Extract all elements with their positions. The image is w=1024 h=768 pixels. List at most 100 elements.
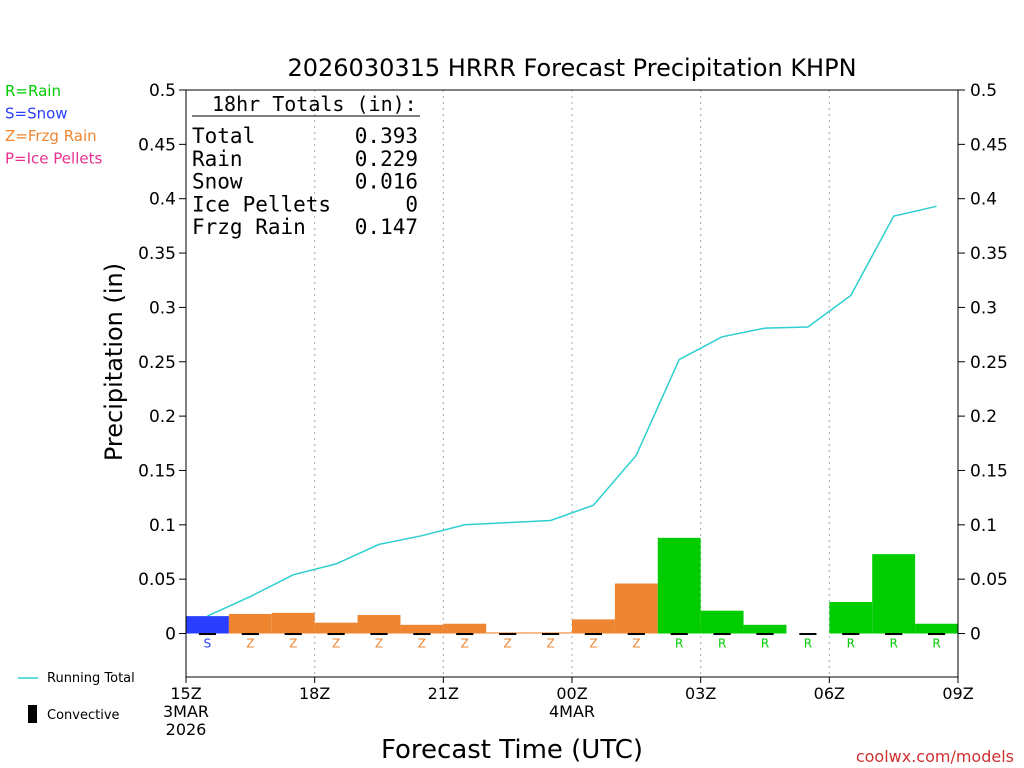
bar-hour-13 — [700, 610, 744, 634]
convective-bar-17 — [885, 633, 903, 636]
y-tick-label-left: 0 — [165, 625, 176, 645]
type-label-15: R — [804, 637, 812, 651]
convective-bar-1 — [198, 633, 217, 636]
bar-hour-5 — [357, 615, 401, 634]
totals-label-total: Total — [192, 124, 255, 148]
totals-box: 18hr Totals (in): Total 0.393 Rain 0.229 Sno… — [192, 92, 420, 239]
y-tick-label-right: 0.05 — [970, 570, 1008, 590]
convective-bar-16 — [842, 633, 860, 636]
totals-label-snow: Snow — [192, 170, 243, 194]
type-legend: R=Rain S=Snow Z=Frzg Rain P=Ice Pellets — [5, 82, 102, 168]
convective-bar-3 — [284, 633, 302, 636]
y-tick-label-left: 0.1 — [149, 516, 176, 536]
type-label-7: Z — [461, 637, 469, 651]
y-tick-label-left: 0.2 — [149, 407, 176, 427]
totals-header: 18hr Totals (in): — [212, 92, 417, 116]
convective-bar-8 — [499, 633, 517, 636]
bottom-legend: Running Total Convective — [18, 671, 135, 723]
running-total-legend-label: Running Total — [47, 671, 135, 686]
totals-label-frzg-rain: Frzg Rain — [192, 215, 306, 239]
type-label-12: R — [675, 637, 683, 651]
type-label-18: R — [932, 637, 940, 651]
totals-value-frzg-rain: 0.147 — [355, 215, 418, 239]
y-tick-label-left: 0.3 — [149, 298, 176, 318]
type-label-4: Z — [332, 637, 340, 651]
y-tick-label-right: 0.1 — [970, 516, 997, 536]
convective-legend-label: Convective — [47, 708, 120, 723]
type-label-8: Z — [504, 637, 512, 651]
chart-title: 2026030315 HRRR Forecast Precipitation K… — [287, 54, 856, 82]
bar-hour-11 — [614, 583, 658, 634]
convective-bar-11 — [627, 633, 645, 636]
type-label-14: R — [761, 637, 769, 651]
y-tick-label-right: 0.2 — [970, 407, 997, 427]
totals-value-snow: 0.016 — [355, 170, 418, 194]
legend-type-z: Z=Frzg Rain — [5, 127, 97, 145]
bar-hour-7 — [443, 623, 487, 634]
bar-hour-9 — [529, 632, 572, 634]
bar-hour-12 — [657, 537, 701, 634]
y-tick-label-left: 0.25 — [138, 353, 176, 373]
bar-hour-16 — [829, 601, 873, 634]
type-label-2: Z — [246, 637, 254, 651]
x-tick-label: 2026 — [166, 720, 207, 739]
totals-value-total: 0.393 — [355, 124, 418, 148]
convective-bar-15 — [799, 633, 817, 636]
totals-value-rain: 0.229 — [355, 147, 418, 171]
x-tick-label: 4MAR — [549, 702, 595, 721]
y-tick-label-right: 0.45 — [970, 135, 1008, 155]
running-total-line-layer — [207, 205, 937, 617]
x-tick-label: 3MAR — [163, 702, 209, 721]
y-tick-label-right: 0.4 — [970, 190, 997, 210]
x-tick-label: 21Z — [428, 684, 459, 703]
bar-hour-8 — [486, 632, 530, 634]
convective-bar-14 — [756, 633, 774, 636]
convective-bar-9 — [541, 633, 560, 636]
y-tick-label-left: 0.45 — [138, 135, 176, 155]
x-tick-label: 03Z — [685, 684, 716, 703]
convective-bar-18 — [927, 633, 946, 636]
y-tick-label-left: 0.15 — [138, 461, 176, 481]
bar-hour-17 — [872, 554, 916, 634]
type-label-5: Z — [375, 637, 383, 651]
y-tick-label-right: 0.35 — [970, 244, 1008, 264]
y-tick-label-left: 0.5 — [149, 81, 176, 101]
axes: 0.5 0.5 0.45 0.45 0.4 0.4 0.35 0.35 0.3 0.3 0.25 0.… — [138, 81, 1008, 739]
y-tick-label-left: 0.05 — [138, 570, 176, 590]
type-label-13: R — [718, 637, 726, 651]
convective-bar-12 — [670, 633, 688, 636]
legend-type-s: S=Snow — [5, 105, 68, 123]
convective-bar-5 — [370, 633, 388, 636]
running-total-line — [207, 205, 937, 617]
y-tick-label-left: 0.35 — [138, 244, 176, 264]
x-tick-label: 00Z — [556, 684, 587, 703]
type-label-9: Z — [546, 637, 554, 651]
bar-hour-1 — [186, 616, 229, 634]
bar-hour-2 — [228, 613, 272, 634]
convective-bar-4 — [327, 633, 345, 636]
bar-hour-18 — [915, 623, 958, 634]
y-axis-label: Precipitation (in) — [100, 263, 128, 461]
legend-type-r: R=Rain — [5, 82, 61, 100]
bar-hour-6 — [400, 624, 444, 634]
x-tick-label: 06Z — [814, 684, 845, 703]
type-label-16: R — [847, 637, 855, 651]
bar-hour-10 — [572, 619, 615, 634]
convective-bar-7 — [456, 633, 474, 636]
totals-value-ice-pellets: 0 — [405, 192, 418, 216]
type-label-11: Z — [632, 637, 640, 651]
convective-bar-13 — [713, 633, 731, 636]
bar-hour-14 — [743, 624, 787, 634]
y-tick-label-right: 0.25 — [970, 353, 1008, 373]
type-label-10: Z — [589, 637, 597, 651]
type-label-1: S — [204, 637, 212, 651]
gridlines — [314, 90, 830, 677]
legend-type-p: P=Ice Pellets — [5, 150, 102, 168]
bar-hour-4 — [314, 622, 358, 634]
totals-label-rain: Rain — [192, 147, 243, 171]
convective-legend-swatch — [28, 705, 37, 723]
type-label-6: Z — [418, 637, 426, 651]
type-label-17: R — [889, 637, 897, 651]
